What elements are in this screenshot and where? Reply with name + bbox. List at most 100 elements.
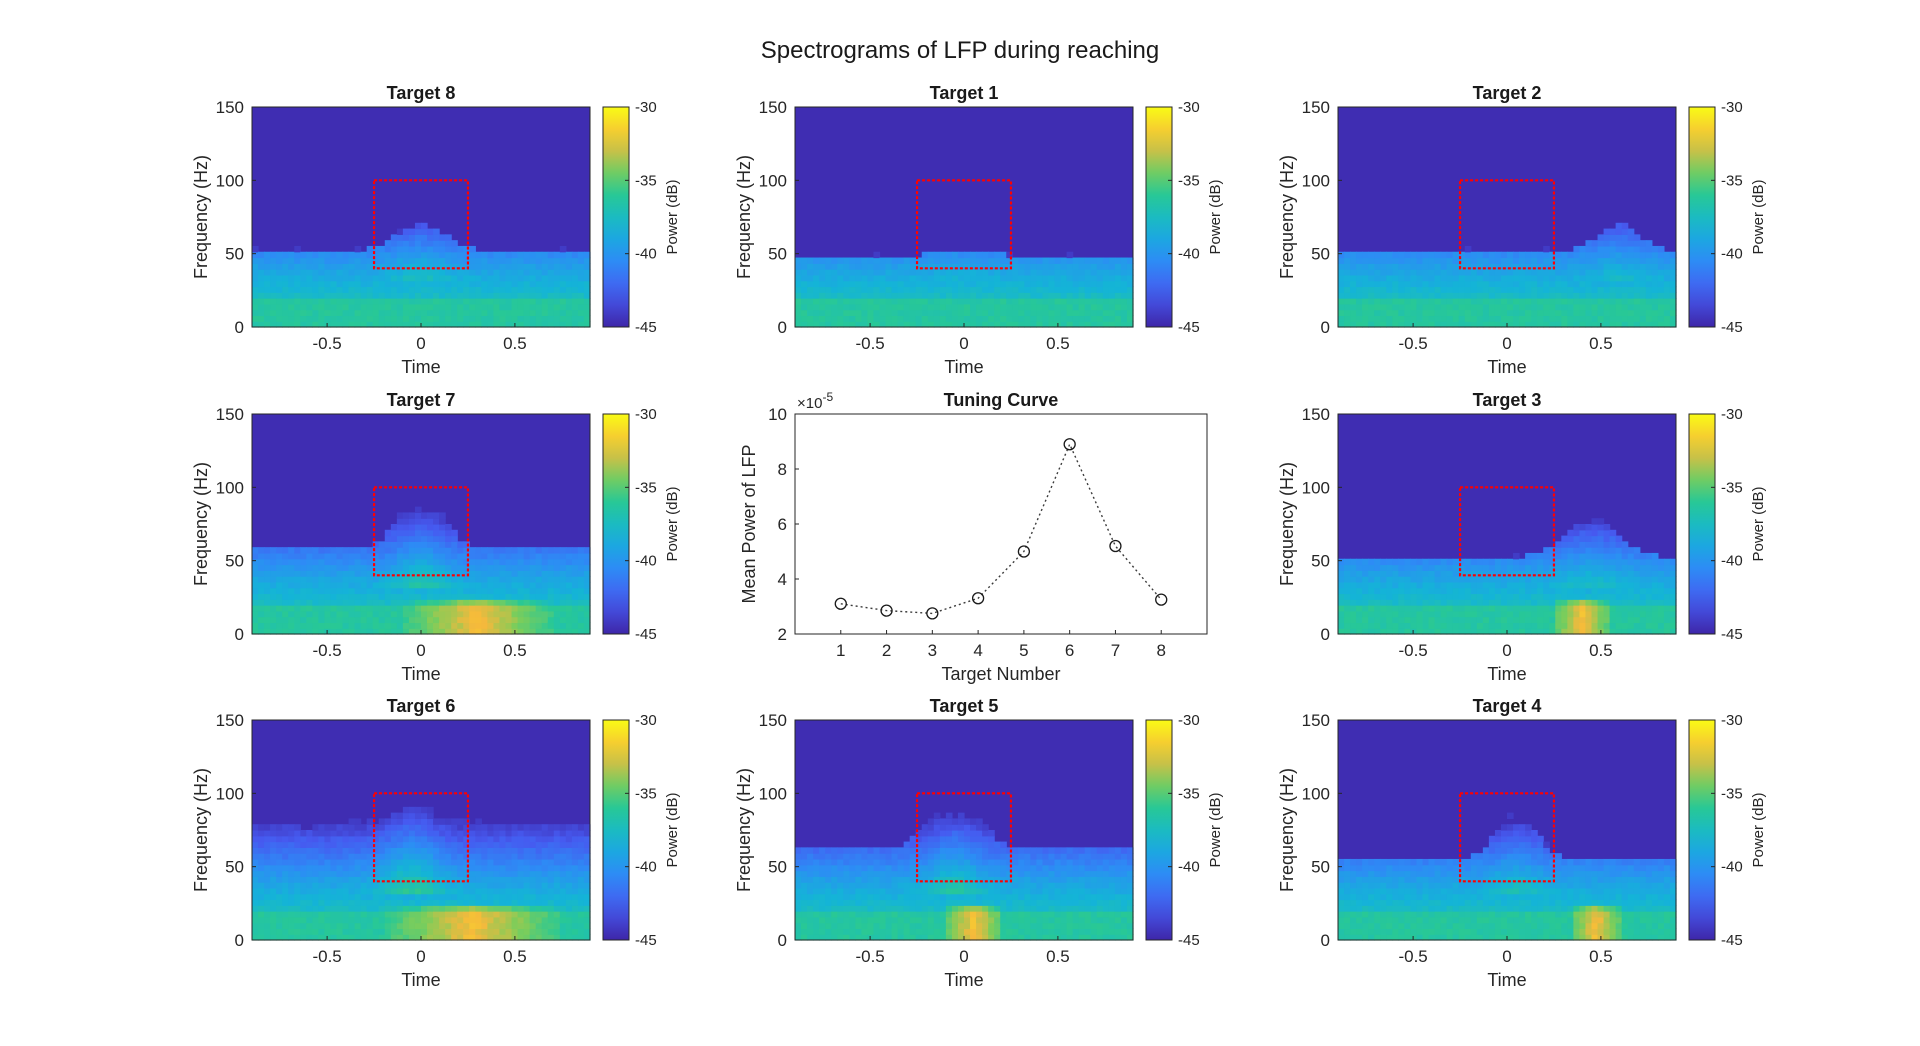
heatmap-cell — [396, 610, 404, 618]
heatmap-cell — [439, 529, 446, 537]
heatmap-cell — [517, 622, 525, 629]
heatmap-cell — [1633, 292, 1641, 299]
heatmap-cell — [1386, 309, 1393, 317]
heatmap-cell — [451, 581, 458, 589]
heatmap-cell — [813, 274, 820, 282]
heatmap-cell — [421, 610, 428, 618]
heatmap-cell — [318, 257, 326, 264]
heatmap-cell — [439, 934, 446, 941]
heatmap-cell — [1657, 263, 1665, 270]
x-axis-label: Time — [1487, 357, 1526, 377]
heatmap-cell — [1036, 303, 1044, 311]
heatmap-cell — [421, 570, 428, 577]
heatmap-cell — [270, 280, 277, 288]
heatmap-cell — [318, 547, 326, 554]
heatmap-cell — [879, 263, 887, 270]
heatmap-cell — [499, 593, 507, 600]
heatmap-cell — [1434, 315, 1442, 322]
heatmap-cell — [493, 587, 501, 595]
heatmap-cell — [336, 257, 344, 264]
heatmap-cell — [390, 922, 398, 930]
heatmap-cell — [264, 824, 271, 831]
heatmap-cell — [553, 263, 561, 270]
heatmap-cell — [1000, 309, 1007, 317]
heatmap-cell — [487, 893, 495, 901]
heatmap-cell — [1615, 622, 1623, 629]
heatmap-cell — [1488, 286, 1496, 293]
heatmap-cell — [1108, 274, 1116, 282]
heatmap-cell — [427, 835, 434, 843]
heatmap-cell — [402, 824, 410, 831]
colorbar-tick-label: -45 — [635, 626, 657, 643]
heatmap-cell — [366, 928, 374, 935]
heatmap-cell — [1519, 628, 1526, 635]
heatmap-cell — [1380, 292, 1387, 299]
heatmap-cell — [1398, 292, 1405, 299]
heatmap-cell — [493, 321, 501, 328]
heatmap-cell — [439, 858, 446, 866]
heatmap-cell — [807, 280, 814, 288]
heatmap-cell — [1458, 593, 1466, 600]
heatmap-cell — [1537, 269, 1544, 276]
heatmap-cell — [1651, 593, 1659, 600]
heatmap-cell — [390, 286, 398, 293]
heatmap-cell — [1633, 280, 1641, 288]
heatmap-cell — [1422, 558, 1430, 566]
heatmap-cell — [439, 605, 446, 612]
heatmap-cell — [252, 911, 259, 918]
heatmap-cell — [457, 547, 464, 554]
heatmap-cell — [939, 303, 947, 311]
heatmap-cell — [1525, 581, 1532, 589]
heatmap-cell — [964, 309, 971, 317]
heatmap-cell — [891, 286, 899, 293]
heatmap-cell — [1012, 257, 1019, 264]
heatmap-cell — [421, 535, 428, 542]
heatmap-cell — [1428, 309, 1436, 317]
heatmap-cell — [270, 876, 277, 883]
heatmap-cell — [378, 835, 386, 843]
heatmap-cell — [1434, 274, 1442, 282]
heatmap-cell — [565, 274, 573, 282]
heatmap-cell — [366, 593, 374, 600]
heatmap-cell — [1018, 286, 1025, 293]
heatmap-cell — [945, 280, 953, 288]
heatmap-cell — [1627, 240, 1635, 247]
heatmap-cell — [1669, 558, 1677, 566]
heatmap-cell — [433, 610, 440, 618]
heatmap-cell — [1356, 292, 1363, 299]
heatmap-cell — [336, 847, 344, 854]
heatmap-cell — [1651, 309, 1659, 317]
heatmap-cell — [825, 269, 832, 276]
heatmap-cell — [1482, 303, 1490, 311]
heatmap-cell — [1446, 309, 1454, 317]
heatmap-cell — [1603, 269, 1611, 276]
heatmap-cell — [402, 858, 410, 866]
heatmap-cell — [1452, 570, 1460, 577]
heatmap-cell — [1645, 605, 1653, 612]
heatmap-cell — [933, 292, 941, 299]
heatmap-cell — [360, 628, 368, 635]
heatmap-cell — [294, 564, 301, 571]
heatmap-cell — [366, 847, 374, 854]
heatmap-cell — [324, 298, 332, 305]
heatmap-cell — [378, 893, 386, 901]
heatmap-cell — [1639, 269, 1647, 276]
heatmap-cell — [324, 547, 332, 554]
heatmap-cell — [1404, 622, 1412, 629]
heatmap-cell — [402, 303, 410, 311]
heatmap-cell — [1513, 269, 1520, 276]
heatmap-cell — [1428, 616, 1436, 624]
heatmap-cell — [427, 263, 434, 270]
heatmap-cell — [1657, 628, 1665, 635]
heatmap-cell — [1030, 315, 1038, 322]
heatmap-cell — [402, 286, 410, 293]
heatmap-cell — [348, 911, 356, 918]
heatmap-cell — [439, 321, 446, 328]
heatmap-cell — [1639, 570, 1647, 577]
heatmap-cell — [378, 280, 386, 288]
heatmap-cell — [288, 876, 295, 883]
heatmap-cell — [1507, 622, 1514, 629]
heatmap-cell — [324, 280, 332, 288]
heatmap-cell — [1573, 605, 1581, 612]
heatmap-cell — [433, 251, 440, 259]
